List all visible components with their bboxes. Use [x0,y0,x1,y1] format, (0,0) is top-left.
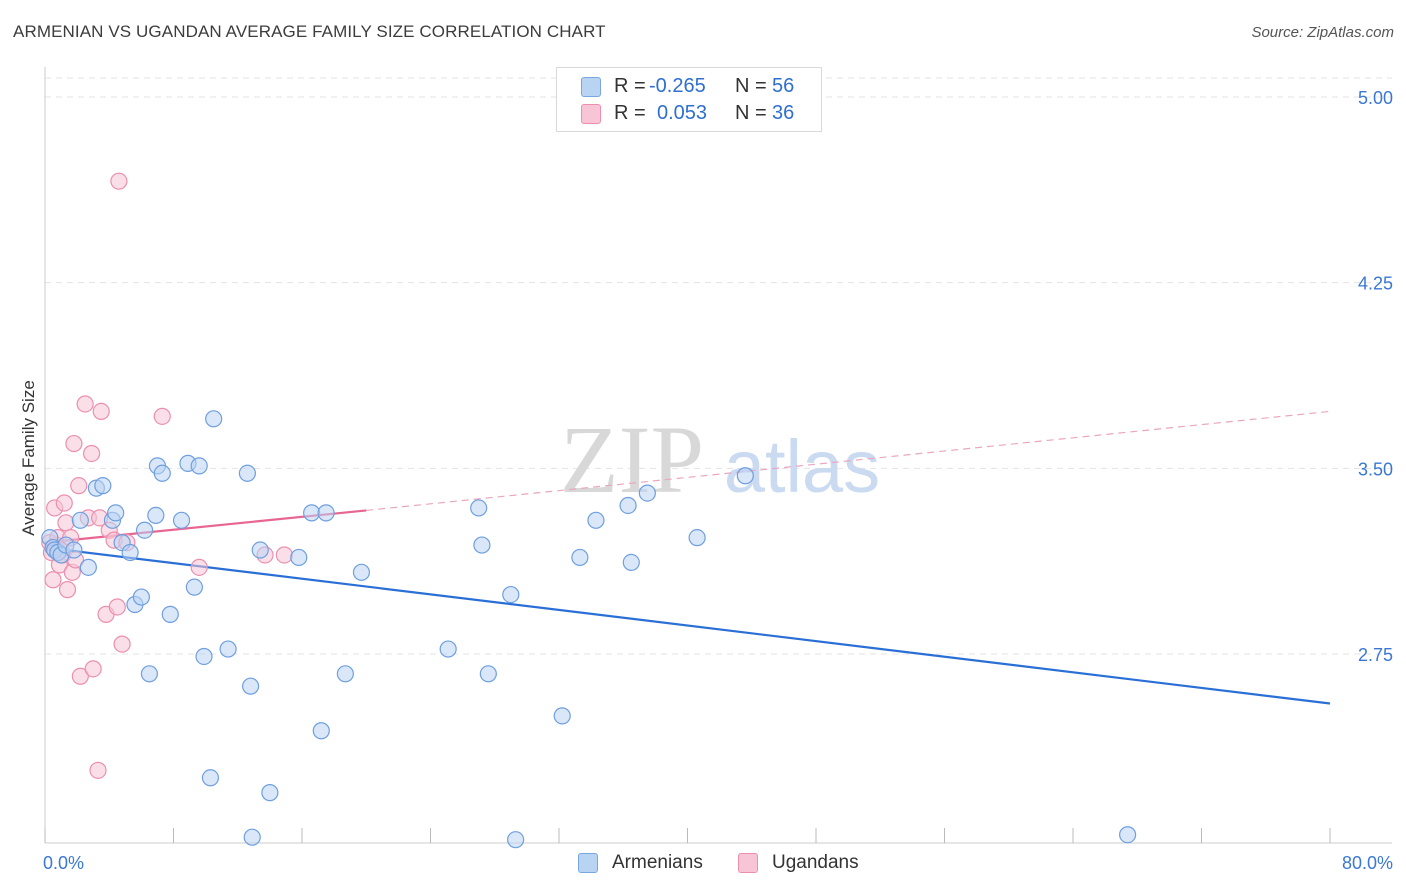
data-point-ugandans [110,172,128,190]
data-point-ugandans [92,402,110,420]
data-point-armenians [195,647,213,666]
data-point-armenians [219,640,237,658]
watermark-zip: ZIP [560,406,704,513]
data-point-armenians [79,558,97,576]
data-point-armenians [439,640,457,658]
data-point-armenians [205,410,223,428]
correlation-legend: R = -0.265 N = 56 R = 0.053 N = 36 [556,67,822,132]
data-point-armenians [140,665,159,683]
data-point-armenians [352,563,371,581]
source-label: Source: ZipAtlas.com [1251,24,1394,41]
legend-r-label: R = [614,75,646,97]
data-point-armenians [147,506,165,524]
bottom-legend-label: Ugandans [772,852,859,873]
data-point-ugandans [58,581,77,599]
data-point-armenians [638,484,656,502]
data-point-ugandans [89,761,107,779]
y-tick-label: 5.00 [1358,88,1393,108]
data-point-ugandans [44,571,62,589]
data-point-armenians [1119,826,1137,844]
data-point-ugandans [76,395,94,413]
chart-title: ARMENIAN VS UGANDAN AVERAGE FAMILY SIZE … [13,22,606,41]
legend-n-label: N = [735,102,767,124]
data-point-armenians [243,828,261,846]
data-point-armenians [470,499,488,517]
data-point-armenians [479,665,497,683]
data-point-armenians [185,578,203,596]
axes [44,67,1392,844]
data-point-armenians [107,504,125,522]
watermark-atlas: atlas [724,425,880,508]
data-point-ugandans [113,635,131,653]
legend-r-value: -0.265 [649,75,706,97]
legend-n-label: N = [735,75,767,97]
data-point-ugandans [55,494,73,512]
data-point-armenians [317,504,335,522]
data-point-armenians [71,511,89,529]
y-tick-label: 4.25 [1358,274,1393,294]
data-point-armenians [473,536,491,554]
data-point-armenians [312,722,330,740]
data-point-armenians [619,496,637,515]
data-point-armenians [688,529,706,547]
legend-n-value: 56 [772,75,795,97]
legend-r-value: 0.053 [657,102,708,124]
data-point-armenians [587,511,605,529]
data-point-ugandans [82,444,101,463]
data-point-ugandans [70,477,88,495]
legend-swatch-blue [581,77,601,97]
x-tick-label: 80.0% [1342,853,1393,873]
data-point-armenians [242,677,260,695]
data-point-armenians [736,467,754,485]
data-point-armenians [290,548,308,567]
data-point-armenians [94,477,112,495]
bottom-legend-swatch-pink [738,853,758,873]
data-point-armenians [571,548,589,567]
data-point-armenians [251,541,269,559]
legend-n-value: 36 [772,102,795,124]
data-point-armenians [261,784,279,802]
data-point-armenians [622,553,640,572]
data-point-ugandans [65,434,83,453]
y-tick-label: 2.75 [1358,645,1393,665]
data-point-ugandans [108,598,126,616]
legend-swatch-pink [581,104,601,124]
data-point-ugandans [71,667,89,685]
bottom-legend-label: Armenians [612,852,703,873]
data-point-armenians [502,585,520,604]
data-point-armenians [553,707,571,725]
data-point-armenians [65,541,83,559]
trendline-armenians [44,546,1331,705]
tick-labels: 5.00 4.25 3.50 2.75 0.0% 80.0% [43,88,1393,873]
data-point-armenians [238,464,256,482]
data-point-armenians [161,605,179,623]
data-point-ugandans [275,546,293,564]
bottom-legend-swatch-blue [578,853,598,873]
data-point-ugandans [153,407,171,425]
data-point-armenians [507,831,525,849]
grid-lines [45,77,1392,655]
y-axis-label: Average Family Size [19,380,38,536]
trendline-ugandans-extension [366,410,1331,512]
legend-r-label: R = [614,102,646,124]
data-point-armenians [303,504,321,522]
y-tick-label: 3.50 [1358,459,1393,479]
data-point-armenians [172,511,191,529]
x-tick-label: 0.0% [43,853,84,873]
data-point-ugandans [84,660,102,678]
data-point-ugandans [190,558,208,576]
data-point-armenians [121,543,139,562]
data-point-armenians [153,464,171,482]
data-point-armenians [190,457,208,475]
data-point-ugandans [57,514,75,532]
data-point-armenians [336,665,354,683]
data-points [41,172,1137,849]
data-point-armenians [132,588,150,606]
data-point-armenians [135,521,154,539]
data-point-armenians [201,769,220,787]
